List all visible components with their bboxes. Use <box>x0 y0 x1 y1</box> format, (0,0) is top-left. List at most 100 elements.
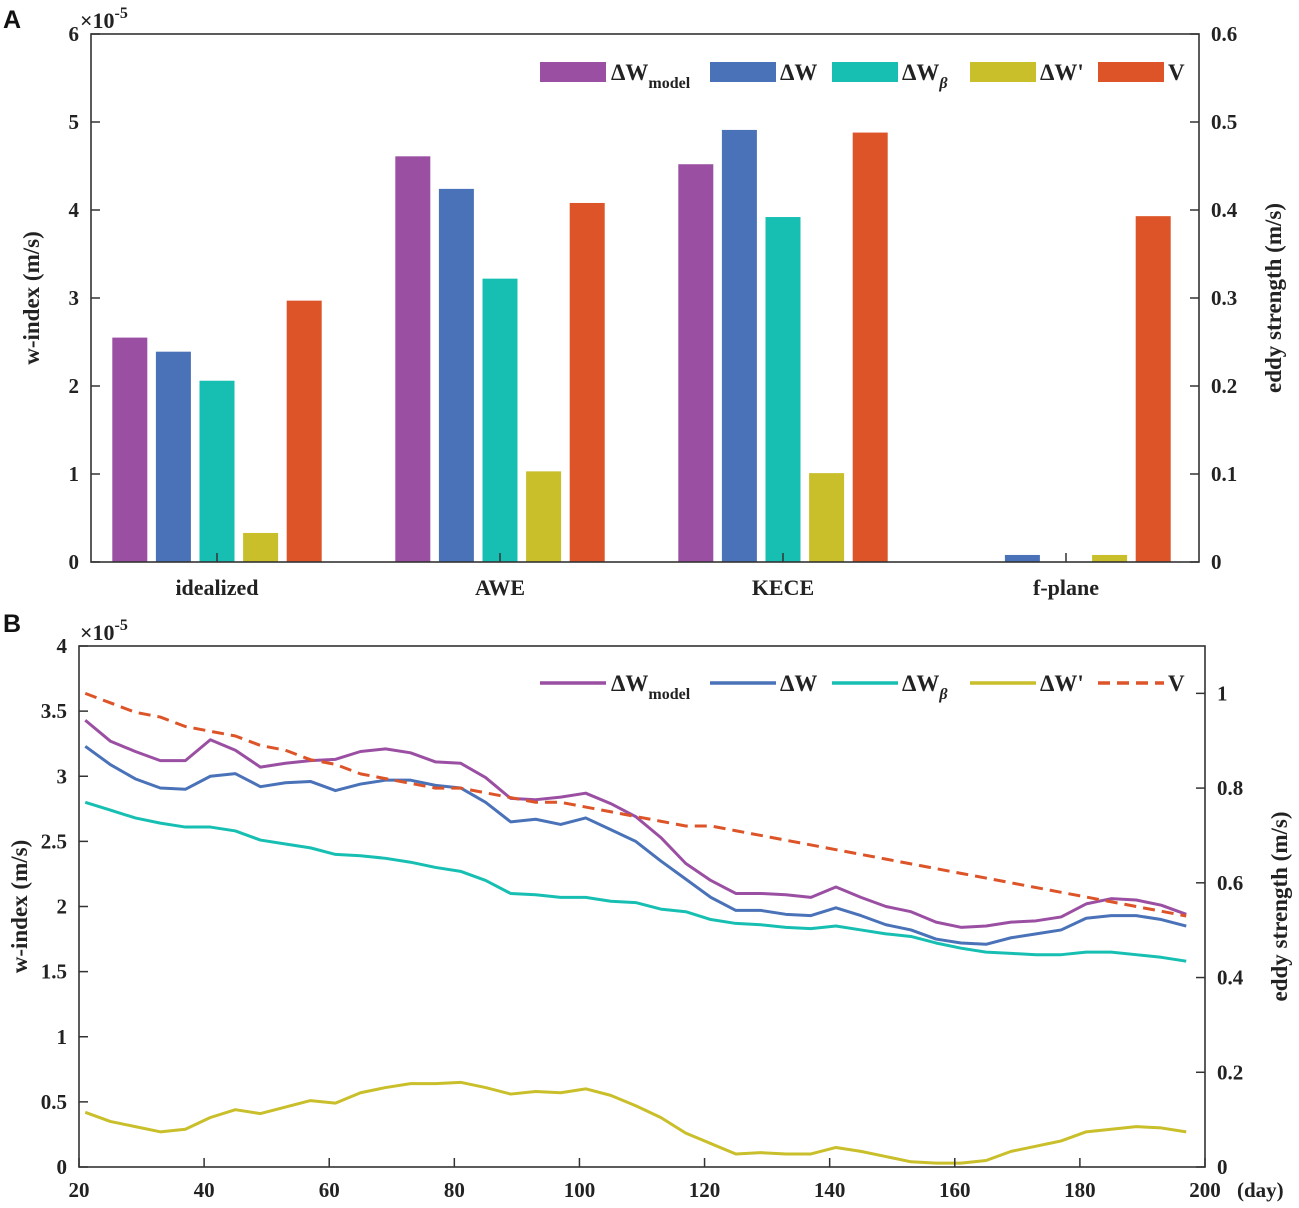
y-right-tick-label: 0.1 <box>1211 462 1237 486</box>
x-tick-label: 80 <box>444 1178 465 1202</box>
y-right-tick-label: 0.2 <box>1217 1060 1243 1084</box>
bar <box>765 217 801 563</box>
y-right-tick-label: 0.6 <box>1217 871 1243 895</box>
x-tick-label: 20 <box>69 1178 90 1202</box>
legend-label-sub: model <box>648 686 690 703</box>
legend-label: ΔWβ <box>902 671 948 703</box>
legend-label-base: ΔW <box>902 671 939 696</box>
x-tick-label: f-plane <box>1033 575 1099 600</box>
bar <box>155 351 191 562</box>
y-right-tick-label: 0.4 <box>1211 198 1238 222</box>
legend-swatch <box>1098 62 1164 82</box>
legend-label-base: ΔW <box>611 671 648 696</box>
bar <box>286 300 322 562</box>
y-right-tick-label: 0 <box>1217 1155 1228 1179</box>
exponent-label: ×10-5 <box>80 617 128 645</box>
exponent-base: ×10 <box>80 8 115 33</box>
bar <box>243 532 279 562</box>
exponent-label: ×10-5 <box>80 5 128 33</box>
x-tick-label: 120 <box>689 1178 721 1202</box>
legend-entry: ΔW' <box>970 60 1084 85</box>
legend-label-base: ΔW <box>611 60 648 85</box>
plot-area <box>91 34 1199 562</box>
legend-label-base: V <box>1168 60 1185 85</box>
legend-swatch <box>832 62 898 82</box>
legend-swatch <box>970 62 1036 82</box>
legend-entry: ΔW' <box>970 671 1084 696</box>
y-tick-label: 1 <box>57 1025 68 1049</box>
legend-entry: ΔWβ <box>832 671 948 703</box>
legend-entry: V <box>1098 60 1185 85</box>
x-tick-label: 180 <box>1064 1178 1096 1202</box>
legend-entry: ΔW <box>710 60 817 85</box>
y-tick-label: 1.5 <box>41 960 67 984</box>
y-tick-label: 0 <box>69 550 80 574</box>
legend-entry: ΔWβ <box>832 60 948 92</box>
series-line <box>84 691 1187 918</box>
bar <box>569 202 605 562</box>
exponent-power: -5 <box>115 617 128 634</box>
legend-label: ΔWmodel <box>611 671 691 703</box>
x-axis-label: (day) <box>1237 1178 1284 1202</box>
bar <box>1004 554 1040 562</box>
legend-label: ΔW <box>780 60 817 85</box>
legend-label-sub: β <box>938 686 948 703</box>
bar <box>678 164 714 563</box>
bar <box>482 278 518 562</box>
y-tick-label: 1 <box>69 462 80 486</box>
panel-label: B <box>3 610 21 638</box>
bar <box>395 156 431 562</box>
x-tick-label: KECE <box>752 575 814 600</box>
y-right-tick-label: 0.5 <box>1211 110 1237 134</box>
plot-area <box>79 646 1205 1167</box>
x-tick-label: idealized <box>175 575 258 600</box>
legend: ΔWmodel ΔW ΔWβ ΔW' V <box>540 60 1185 92</box>
legend-label: V <box>1168 671 1185 696</box>
x-tick-label: 160 <box>939 1178 971 1202</box>
bar <box>112 337 148 562</box>
y-axis-label: w-index (m/s) <box>19 231 44 365</box>
bar <box>852 132 888 562</box>
legend-swatch <box>710 62 776 82</box>
bar <box>438 188 474 562</box>
legend-label: ΔW <box>780 671 817 696</box>
y-right-tick-label: 0.4 <box>1217 966 1244 990</box>
x-tick-label: 140 <box>814 1178 846 1202</box>
y-right-axis-label: eddy strength (m/s) <box>1267 812 1292 1002</box>
panel-a: A 0 1 2 3 4 5 6 0 0.1 0.2 0.3 0.4 0.5 0.6 idealized AWE K… <box>3 5 1286 600</box>
y-tick-label: 2.5 <box>41 829 67 853</box>
legend: ΔWmodel ΔW ΔWβ ΔW' V <box>540 671 1185 703</box>
bar <box>1092 554 1128 562</box>
y-right-tick-label: 0 <box>1211 550 1222 574</box>
legend-label-base: ΔW' <box>1040 60 1084 85</box>
panel-label: A <box>3 6 21 34</box>
y-axis-label: w-index (m/s) <box>7 840 32 974</box>
y-right-axis-label: eddy strength (m/s) <box>1261 203 1286 393</box>
y-right-tick-label: 0.8 <box>1217 776 1243 800</box>
legend-label: ΔW' <box>1040 60 1084 85</box>
series-line <box>84 745 1187 946</box>
x-tick-label: 200 <box>1189 1178 1221 1202</box>
bar <box>526 471 562 562</box>
legend-entry: ΔWmodel <box>540 671 691 703</box>
legend-label-base: V <box>1168 671 1185 696</box>
y-tick-label: 0.5 <box>41 1090 67 1114</box>
legend-label-sub: model <box>648 75 690 92</box>
legend-label: ΔWmodel <box>611 60 691 92</box>
bar <box>721 129 757 563</box>
x-tick-label: AWE <box>475 575 525 600</box>
x-tick-label: 60 <box>319 1178 340 1202</box>
exponent-power: -5 <box>115 5 128 22</box>
legend-swatch <box>540 62 606 82</box>
y-right-tick-label: 0.6 <box>1211 22 1237 46</box>
y-tick-label: 4 <box>69 198 80 222</box>
y-tick-label: 3.5 <box>41 699 67 723</box>
exponent-base: ×10 <box>80 620 115 645</box>
legend-label-base: ΔW <box>902 60 939 85</box>
x-tick-label: 40 <box>194 1178 215 1202</box>
y-right-tick-label: 1 <box>1217 681 1228 705</box>
legend-label-base: ΔW <box>780 671 817 696</box>
y-tick-label: 6 <box>69 22 80 46</box>
